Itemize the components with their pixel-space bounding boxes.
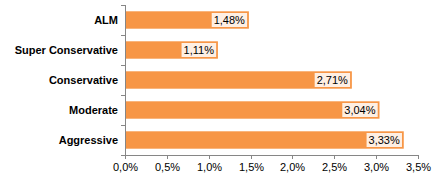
bar: [125, 71, 352, 88]
category-label: Conservative: [49, 74, 118, 86]
data-label-group: 1,48%: [212, 13, 247, 27]
x-axis-line: [125, 155, 418, 156]
x-tick-label: 3,5%: [406, 161, 431, 173]
bar: [125, 131, 404, 148]
x-tick: [292, 155, 293, 159]
bar: [125, 41, 218, 58]
category-label: Moderate: [69, 104, 118, 116]
data-label: 3,33%: [369, 134, 400, 146]
x-tick-label: 1,5%: [239, 161, 264, 173]
bar: [125, 101, 379, 118]
x-tick-label: 0,5%: [155, 161, 180, 173]
data-label: 3,04%: [344, 104, 375, 116]
category-tick: [121, 125, 125, 126]
category-label: Aggressive: [59, 134, 118, 146]
x-tick-label: 0,0%: [113, 161, 138, 173]
data-label-group: 3,04%: [342, 103, 377, 117]
data-label: 1,11%: [184, 44, 215, 56]
data-label-background: [212, 13, 247, 27]
x-tick: [334, 155, 335, 159]
category-tick: [121, 35, 125, 36]
x-tick: [418, 155, 419, 159]
category-label: Super Conservative: [15, 44, 118, 56]
data-label: 2,71%: [317, 74, 348, 86]
y-axis-line: [125, 5, 126, 155]
category-tick: [121, 65, 125, 66]
x-tick: [125, 155, 126, 159]
data-label-background: [367, 133, 402, 147]
x-tick: [251, 155, 252, 159]
data-label-background: [315, 73, 350, 87]
category-tick: [121, 95, 125, 96]
data-label-group: 3,33%: [367, 133, 402, 147]
category-label: ALM: [94, 14, 118, 26]
data-label-group: 2,71%: [315, 73, 350, 87]
x-tick: [209, 155, 210, 159]
data-label-background: [182, 43, 217, 57]
x-tick: [167, 155, 168, 159]
bars: [125, 11, 404, 148]
x-tick-label: 1,0%: [197, 161, 222, 173]
x-tick-label: 2,5%: [322, 161, 347, 173]
bar: [125, 11, 249, 28]
data-label-group: 1,11%: [182, 43, 217, 57]
data-label: 1,48%: [214, 14, 245, 26]
chart-container: 0,0% 0,5% 1,0% 1,5% 2,0% 2,5% 3,0% 3,5% ALM Super…: [0, 0, 442, 180]
x-tick-label: 2,0%: [280, 161, 305, 173]
chart-svg: 0,0% 0,5% 1,0% 1,5% 2,0% 2,5% 3,0% 3,5% ALM Super…: [0, 0, 442, 180]
x-tick: [376, 155, 377, 159]
data-label-background: [342, 103, 377, 117]
category-tick: [121, 155, 125, 156]
x-tick-label: 3,0%: [364, 161, 389, 173]
category-tick: [121, 5, 125, 6]
